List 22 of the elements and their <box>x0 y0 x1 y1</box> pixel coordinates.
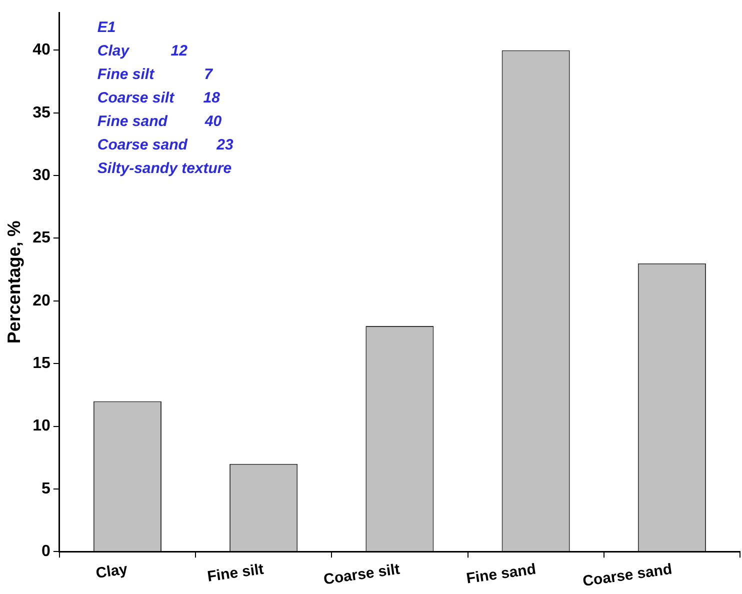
x-tick-label: Coarse silt <box>322 560 401 588</box>
annotation: E1 <box>97 19 116 36</box>
y-tick-label: 25 <box>32 230 50 247</box>
y-tick-label: 10 <box>32 418 50 435</box>
y-tick-label: 30 <box>32 166 50 184</box>
annotation: Fine sand 40 <box>97 113 222 130</box>
y-tick-label: 40 <box>32 42 50 59</box>
x-tick-label: Coarse sand <box>582 560 674 590</box>
x-tick-label: Fine sand <box>465 560 537 588</box>
y-tick-label: 0 <box>41 543 50 560</box>
y-tick-label: 5 <box>41 480 50 498</box>
annotation: Clay 12 <box>97 42 188 60</box>
annotation: Coarse sand 23 <box>97 136 234 154</box>
annotation: Coarse silt 18 <box>97 90 221 107</box>
x-tick-label: Fine silt <box>206 560 265 586</box>
annotation: Fine silt 7 <box>97 66 214 84</box>
y-tick-label: 35 <box>32 104 50 122</box>
y-tick-label: 15 <box>32 355 50 372</box>
y-axis-title: Percentage, % <box>4 220 24 344</box>
x-tick-label: Clay <box>94 560 130 582</box>
y-tick-label: 20 <box>32 292 50 310</box>
annotation: Silty-sandy texture <box>97 160 232 178</box>
